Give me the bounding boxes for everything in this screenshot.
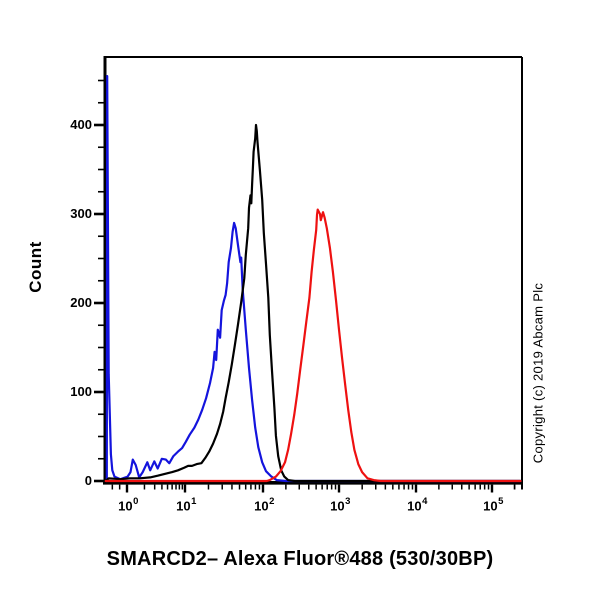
y-tick-label: 200 <box>70 295 92 310</box>
y-tick-label: 400 <box>70 117 92 132</box>
y-axis-label: Count <box>26 241 45 293</box>
y-tick-label: 0 <box>84 473 92 488</box>
x-tick-label: 105 <box>483 496 504 514</box>
x-tick-label: 102 <box>254 496 275 514</box>
y-tick-label: 100 <box>70 384 92 399</box>
curve-black <box>104 123 522 483</box>
x-tick-label: 103 <box>330 496 351 514</box>
curve-red <box>104 208 522 483</box>
x-tick-label: 100 <box>118 496 139 514</box>
curve-blue <box>105 74 522 483</box>
x-tick-label: 104 <box>407 496 428 514</box>
copyright-text: Copyright (c) 2019 Abcam Plc <box>530 282 546 464</box>
chart-title: SMARCD2– Alexa Fluor®488 (530/30BP) <box>106 548 494 570</box>
y-tick-label: 300 <box>70 206 92 221</box>
x-tick-label: 101 <box>176 496 197 514</box>
